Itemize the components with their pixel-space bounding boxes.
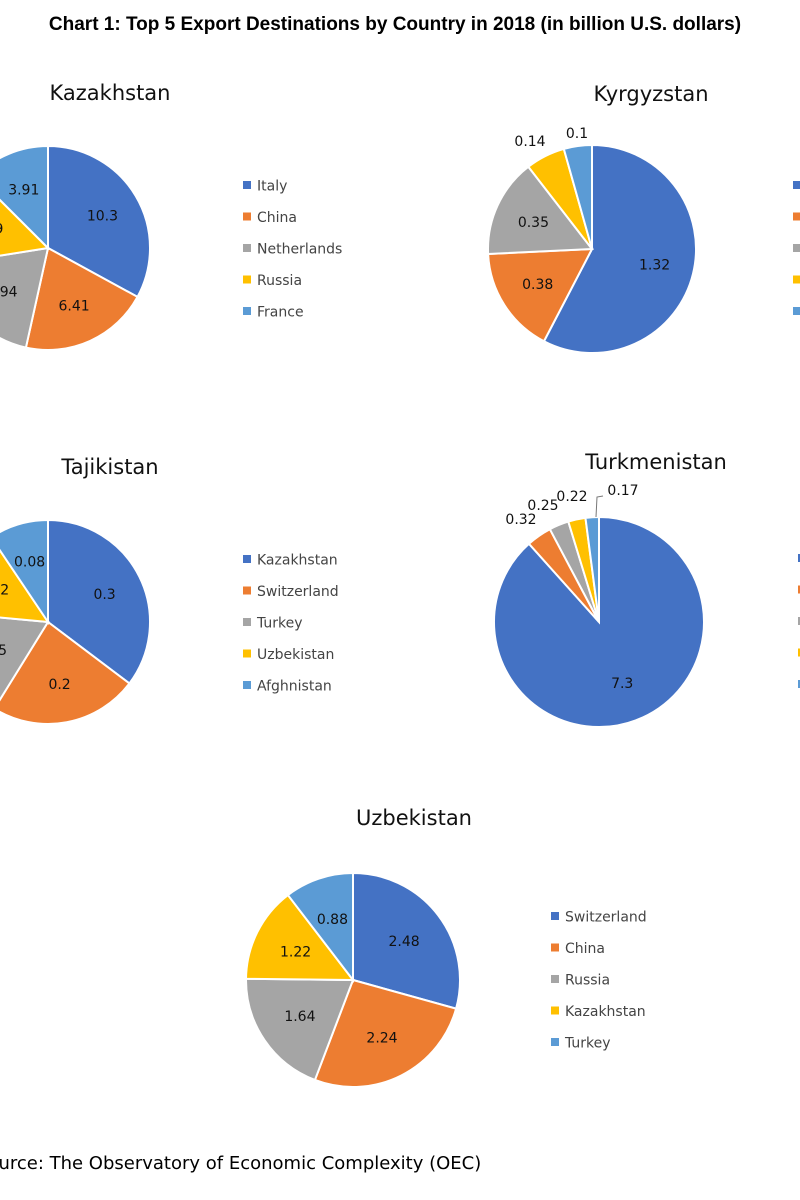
pie-chart-kyrgyzstan: Kyrgyzstan 1.32 0.38 0.35 0.14 0.1 KazakhstanS… — [488, 82, 800, 353]
legend-swatch-tajikistan-afghnistan — [243, 681, 251, 689]
legend-swatch-tajikistan-turkey — [243, 618, 251, 626]
legend-swatch-uzbekistan-china — [551, 944, 559, 952]
data-label-kazakhstan-france: 3.91 — [8, 183, 39, 199]
legend-label-uzbekistan-switzerland: Switzerland — [565, 910, 647, 926]
legend-swatch-uzbekistan-kazakhstan — [551, 1007, 559, 1015]
legend-swatch-tajikistan-uzbekistan — [243, 650, 251, 658]
data-label-uzbekistan-russia: 1.64 — [284, 1009, 315, 1025]
chart-title-turkmenistan: Turkmenistan — [584, 450, 727, 474]
legend-label-tajikistan-uzbekistan: Uzbekistan — [257, 647, 334, 663]
data-label-tajikistan-kazakhstan: 0.3 — [93, 587, 115, 603]
legend-swatch-uzbekistan-switzerland — [551, 912, 559, 920]
legend-swatch-kazakhstan-italy — [243, 181, 251, 189]
legend-swatch-kyrgyzstan-kazakhstan — [793, 181, 800, 189]
legend-swatch-tajikistan-kazakhstan — [243, 555, 251, 563]
legend-swatch-uzbekistan-russia — [551, 975, 559, 983]
chart-title-uzbekistan: Uzbekistan — [356, 806, 472, 830]
pie-chart-tajikistan: Tajikistan 0.3 0.2 0.15 0.12 0.08 Kazakhstan Sw… — [0, 455, 339, 724]
chart-title-kyrgyzstan: Kyrgyzstan — [593, 82, 708, 106]
legend-label-tajikistan-afghnistan: Afghnistan — [257, 679, 332, 695]
data-label-kazakhstan-italy: 10.3 — [87, 209, 118, 225]
legend-label-uzbekistan-china: China — [565, 941, 605, 957]
data-label-turkmenistan-georgia: 0.22 — [556, 489, 587, 505]
data-label-tajikistan-turkey: 0.15 — [0, 643, 7, 659]
legend-label-tajikistan-turkey: Turkey — [256, 616, 303, 632]
data-label-tajikistan-uzbekistan: 0.12 — [0, 583, 9, 599]
pie-chart-kazakhstan: Kazakhstan 10.3 6.41 5.94 4.69 3.91 Italy China… — [0, 81, 342, 350]
data-label-kazakhstan-netherlands: 5.94 — [0, 284, 18, 300]
pie-chart-turkmenistan: Turkmenistan 7.3 0.320.250.22 0.17 ChinaTurk… — [494, 450, 800, 727]
legend-swatch-uzbekistan-turkey — [551, 1038, 559, 1046]
data-label-tajikistan-switzerland: 0.2 — [48, 677, 70, 693]
legend-label-tajikistan-kazakhstan: Kazakhstan — [257, 553, 338, 569]
legend-label-kazakhstan-france: France — [257, 305, 304, 321]
legend-label-kazakhstan-netherlands: Netherlands — [257, 242, 342, 258]
data-label-kyrgyzstan-kazakhstan: 1.32 — [639, 257, 670, 273]
data-label-uzbekistan-switzerland: 2.48 — [389, 934, 420, 950]
legend-uzbekistan: Switzerland China Russia Kazakhstan Turkey — [551, 910, 647, 1052]
data-label-kyrgyzstan-switzerland: 0.38 — [522, 277, 553, 293]
legend-kazakhstan: Italy China Netherlands Russia France — [243, 179, 342, 321]
legend-label-kazakhstan-china: China — [257, 210, 297, 226]
data-label-kyrgyzstan-uzbekistan: 0.14 — [514, 134, 545, 150]
legend-swatch-tajikistan-switzerland — [243, 587, 251, 595]
data-label-turkmenistan-china: 7.3 — [611, 676, 633, 692]
legend-swatch-kazakhstan-russia — [243, 276, 251, 284]
data-label-turkmenistan-italy: 0.25 — [527, 498, 558, 514]
leader-line-turkmenistan-afghanistan — [596, 496, 603, 517]
pie-chart-uzbekistan: Uzbekistan 2.48 2.24 1.64 1.22 0.88 Switzerlan… — [246, 806, 647, 1087]
data-label-uzbekistan-turkey: 0.88 — [317, 912, 348, 928]
legend-label-uzbekistan-kazakhstan: Kazakhstan — [565, 1004, 646, 1020]
legend-label-tajikistan-switzerland: Switzerland — [257, 584, 339, 600]
legend-label-kazakhstan-italy: Italy — [257, 179, 287, 195]
legend-swatch-kyrgyzstan-turkey — [793, 244, 800, 252]
data-label-turkmenistan-afghanistan: 0.17 — [607, 483, 638, 499]
legend-label-uzbekistan-russia: Russia — [565, 973, 610, 989]
legend-label-kazakhstan-russia: Russia — [257, 273, 302, 289]
source-note: Source: The Observatory of Economic Comp… — [0, 1153, 481, 1174]
data-label-kazakhstan-russia: 4.69 — [0, 222, 3, 238]
data-label-uzbekistan-kazakhstan: 1.22 — [280, 944, 311, 960]
data-label-uzbekistan-china: 2.24 — [366, 1030, 397, 1046]
chart-title-kazakhstan: Kazakhstan — [50, 81, 171, 105]
legend-kyrgyzstan: KazakhstanSwitzerlandTurkeyUzbekistanAfg… — [793, 179, 800, 321]
legend-label-uzbekistan-turkey: Turkey — [564, 1036, 611, 1052]
legend-tajikistan: Kazakhstan Switzerland Turkey Uzbekistan Afg… — [243, 553, 339, 695]
legend-swatch-kazakhstan-china — [243, 213, 251, 221]
pie-charts-canvas: Kazakhstan 10.3 6.41 5.94 4.69 3.91 Italy China… — [0, 0, 800, 1200]
data-label-kyrgyzstan-turkey: 0.35 — [518, 215, 549, 231]
data-label-tajikistan-afghnistan: 0.08 — [14, 555, 45, 571]
legend-swatch-kazakhstan-france — [243, 307, 251, 315]
legend-swatch-kyrgyzstan-afghnistan — [793, 307, 800, 315]
data-label-turkmenistan-turkey: 0.32 — [505, 512, 536, 528]
legend-swatch-kazakhstan-netherlands — [243, 244, 251, 252]
data-label-kyrgyzstan-afghnistan: 0.1 — [566, 126, 588, 142]
chart-title-tajikistan: Tajikistan — [60, 455, 158, 479]
data-label-kazakhstan-china: 6.41 — [59, 299, 90, 315]
legend-swatch-kyrgyzstan-switzerland — [793, 213, 800, 221]
legend-swatch-kyrgyzstan-uzbekistan — [793, 276, 800, 284]
